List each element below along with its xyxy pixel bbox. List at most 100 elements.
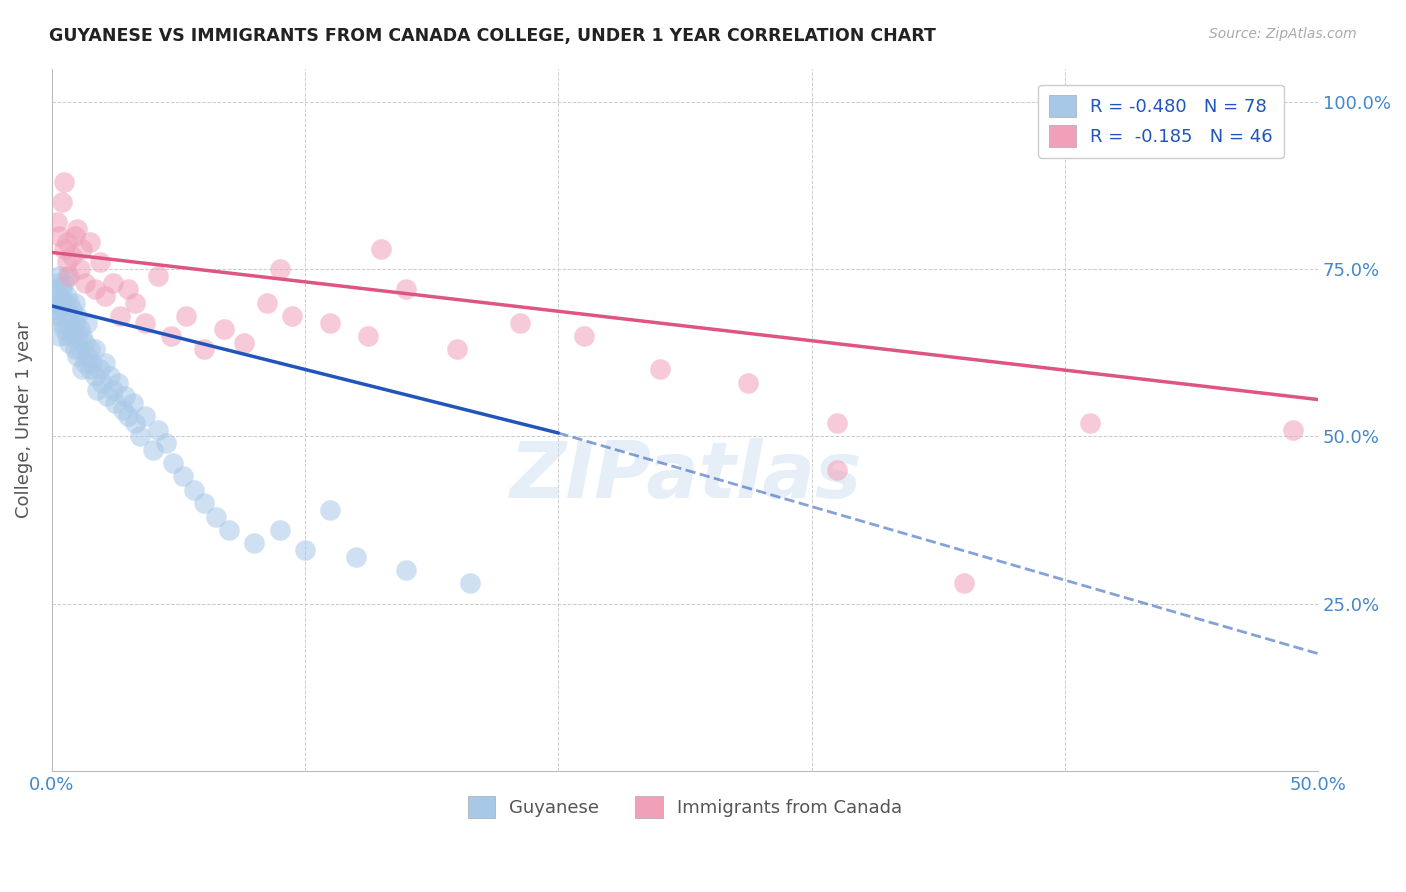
Point [142, 442, 165, 457]
Point [48, 309, 70, 323]
Point [70, 362, 93, 376]
Point [104, 396, 127, 410]
Point [69, 343, 91, 357]
Point [60, 302, 83, 317]
Point [83, 369, 105, 384]
Point [45, 215, 67, 229]
Point [89, 255, 111, 269]
Point [174, 309, 197, 323]
Point [357, 329, 380, 343]
Point [124, 295, 146, 310]
Point [83, 343, 105, 357]
Point [51, 195, 73, 210]
Text: ZIPatlas: ZIPatlas [509, 438, 860, 514]
Point [56, 289, 79, 303]
Point [48, 289, 70, 303]
Point [53, 276, 76, 290]
Point [66, 309, 89, 323]
Point [89, 362, 111, 376]
Point [395, 282, 418, 296]
Point [91, 376, 114, 390]
Point [344, 549, 367, 564]
Point [1078, 416, 1101, 430]
Point [60, 322, 83, 336]
Point [129, 429, 152, 443]
Point [117, 409, 139, 424]
Point [56, 309, 79, 323]
Point [370, 242, 392, 256]
Point [60, 329, 83, 343]
Point [53, 302, 76, 317]
Point [572, 329, 595, 343]
Point [45, 295, 67, 310]
Point [58, 295, 80, 310]
Point [48, 268, 70, 283]
Point [60, 249, 83, 263]
Point [56, 329, 79, 343]
Point [70, 329, 93, 343]
Point [48, 329, 70, 343]
Point [737, 376, 759, 390]
Point [48, 228, 70, 243]
Point [108, 309, 131, 323]
Point [155, 436, 177, 450]
Point [648, 362, 671, 376]
Point [63, 228, 86, 243]
Y-axis label: College, Under 1 year: College, Under 1 year [15, 321, 32, 518]
Point [212, 322, 235, 336]
Point [101, 383, 124, 397]
Legend: Guyanese, Immigrants from Canada: Guyanese, Immigrants from Canada [461, 789, 910, 825]
Point [51, 282, 73, 296]
Point [825, 463, 848, 477]
Point [73, 276, 96, 290]
Point [63, 295, 86, 310]
Point [53, 242, 76, 256]
Point [79, 235, 101, 250]
Point [294, 543, 316, 558]
Point [53, 175, 76, 189]
Point [45, 276, 67, 290]
Point [51, 295, 73, 310]
Point [395, 563, 418, 577]
Point [53, 322, 76, 336]
Point [63, 316, 86, 330]
Point [58, 309, 80, 323]
Point [56, 235, 79, 250]
Point [243, 536, 266, 550]
Point [58, 268, 80, 283]
Point [256, 295, 278, 310]
Point [83, 282, 105, 296]
Point [146, 268, 169, 283]
Point [1281, 423, 1303, 437]
Point [193, 496, 215, 510]
Point [825, 416, 848, 430]
Point [458, 576, 481, 591]
Point [114, 389, 136, 403]
Point [86, 383, 108, 397]
Point [134, 316, 156, 330]
Point [69, 322, 91, 336]
Point [56, 255, 79, 269]
Point [51, 316, 73, 330]
Point [76, 316, 98, 330]
Point [183, 483, 205, 497]
Point [98, 369, 121, 384]
Point [79, 343, 101, 357]
Point [63, 343, 86, 357]
Point [233, 335, 256, 350]
Point [76, 349, 98, 363]
Text: GUYANESE VS IMMIGRANTS FROM CANADA COLLEGE, UNDER 1 YEAR CORRELATION CHART: GUYANESE VS IMMIGRANTS FROM CANADA COLLE… [49, 27, 936, 45]
Point [73, 335, 96, 350]
Point [162, 456, 184, 470]
Point [107, 376, 129, 390]
Point [53, 295, 76, 310]
Point [45, 309, 67, 323]
Point [952, 576, 974, 591]
Point [101, 276, 124, 290]
Point [281, 309, 304, 323]
Point [73, 356, 96, 370]
Point [66, 329, 89, 343]
Point [146, 423, 169, 437]
Point [94, 289, 117, 303]
Point [159, 329, 181, 343]
